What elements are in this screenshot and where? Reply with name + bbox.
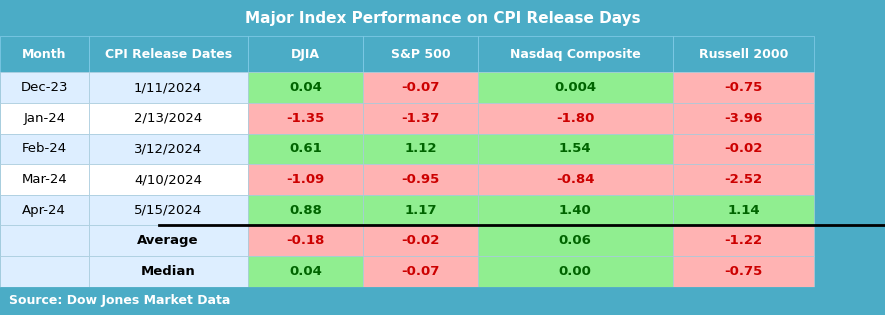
Bar bbox=[478, 256, 673, 287]
Text: -0.02: -0.02 bbox=[401, 234, 440, 247]
Text: Dec-23: Dec-23 bbox=[20, 81, 68, 94]
Bar bbox=[248, 103, 363, 134]
Text: 1.54: 1.54 bbox=[559, 142, 591, 155]
Text: -1.37: -1.37 bbox=[401, 112, 440, 125]
Bar bbox=[478, 226, 673, 256]
Bar bbox=[673, 134, 814, 164]
Bar bbox=[0, 195, 88, 226]
Text: 4/10/2024: 4/10/2024 bbox=[135, 173, 202, 186]
Bar bbox=[363, 195, 478, 226]
Text: Source: Dow Jones Market Data: Source: Dow Jones Market Data bbox=[9, 294, 230, 307]
Text: 1/11/2024: 1/11/2024 bbox=[134, 81, 203, 94]
Bar bbox=[88, 256, 248, 287]
Bar bbox=[0, 256, 88, 287]
Text: DJIA: DJIA bbox=[291, 48, 319, 61]
Text: 2/13/2024: 2/13/2024 bbox=[134, 112, 203, 125]
Text: 1.17: 1.17 bbox=[404, 204, 436, 217]
Bar bbox=[363, 36, 478, 72]
Bar bbox=[248, 226, 363, 256]
Bar bbox=[673, 72, 814, 103]
Bar bbox=[0, 103, 88, 134]
Bar bbox=[363, 103, 478, 134]
Text: -3.96: -3.96 bbox=[724, 112, 763, 125]
Bar bbox=[248, 164, 363, 195]
Bar bbox=[0, 0, 885, 36]
Bar bbox=[363, 164, 478, 195]
Text: -0.07: -0.07 bbox=[401, 81, 440, 94]
Bar bbox=[478, 164, 673, 195]
Text: Month: Month bbox=[22, 48, 66, 61]
Bar bbox=[248, 195, 363, 226]
Bar bbox=[248, 134, 363, 164]
Text: -1.09: -1.09 bbox=[286, 173, 325, 186]
Text: CPI Release Dates: CPI Release Dates bbox=[104, 48, 232, 61]
Text: 0.61: 0.61 bbox=[289, 142, 322, 155]
Bar bbox=[673, 103, 814, 134]
Text: Mar-24: Mar-24 bbox=[21, 173, 67, 186]
Bar bbox=[478, 134, 673, 164]
Bar bbox=[248, 36, 363, 72]
Bar bbox=[673, 195, 814, 226]
Text: 0.04: 0.04 bbox=[289, 265, 322, 278]
Text: 5/15/2024: 5/15/2024 bbox=[134, 204, 203, 217]
Bar bbox=[673, 256, 814, 287]
Text: Average: Average bbox=[137, 234, 199, 247]
Text: -0.84: -0.84 bbox=[556, 173, 595, 186]
Bar bbox=[88, 103, 248, 134]
Bar bbox=[0, 134, 88, 164]
Text: Apr-24: Apr-24 bbox=[22, 204, 66, 217]
Text: 0.00: 0.00 bbox=[558, 265, 592, 278]
Text: -1.80: -1.80 bbox=[556, 112, 595, 125]
Bar bbox=[88, 72, 248, 103]
Text: 0.004: 0.004 bbox=[554, 81, 596, 94]
Bar bbox=[673, 226, 814, 256]
Bar bbox=[248, 72, 363, 103]
Text: 3/12/2024: 3/12/2024 bbox=[134, 142, 203, 155]
Bar bbox=[88, 164, 248, 195]
Bar bbox=[478, 195, 673, 226]
Bar bbox=[363, 226, 478, 256]
Text: Major Index Performance on CPI Release Days: Major Index Performance on CPI Release D… bbox=[244, 11, 641, 26]
Text: 0.88: 0.88 bbox=[289, 204, 322, 217]
Bar bbox=[673, 164, 814, 195]
Text: -0.07: -0.07 bbox=[401, 265, 440, 278]
Text: -2.52: -2.52 bbox=[724, 173, 763, 186]
Bar bbox=[0, 287, 885, 315]
Text: 1.12: 1.12 bbox=[404, 142, 436, 155]
Bar bbox=[88, 195, 248, 226]
Text: -1.22: -1.22 bbox=[724, 234, 763, 247]
Text: S&P 500: S&P 500 bbox=[390, 48, 450, 61]
Text: Feb-24: Feb-24 bbox=[22, 142, 66, 155]
Bar bbox=[478, 103, 673, 134]
Bar bbox=[363, 72, 478, 103]
Bar bbox=[88, 226, 248, 256]
Text: -0.75: -0.75 bbox=[724, 265, 763, 278]
Bar bbox=[363, 256, 478, 287]
Text: Nasdaq Composite: Nasdaq Composite bbox=[510, 48, 641, 61]
Bar bbox=[363, 134, 478, 164]
Bar bbox=[0, 164, 88, 195]
Bar bbox=[0, 36, 88, 72]
Bar bbox=[88, 134, 248, 164]
Bar bbox=[248, 256, 363, 287]
Text: Median: Median bbox=[141, 265, 196, 278]
Text: Jan-24: Jan-24 bbox=[23, 112, 65, 125]
Text: 0.06: 0.06 bbox=[558, 234, 592, 247]
Text: Russell 2000: Russell 2000 bbox=[699, 48, 788, 61]
Bar bbox=[0, 72, 88, 103]
Text: -0.75: -0.75 bbox=[724, 81, 763, 94]
Bar bbox=[88, 36, 248, 72]
Text: -0.02: -0.02 bbox=[724, 142, 763, 155]
Text: 0.04: 0.04 bbox=[289, 81, 322, 94]
Text: -1.35: -1.35 bbox=[286, 112, 325, 125]
Bar bbox=[478, 72, 673, 103]
Bar bbox=[673, 36, 814, 72]
Text: 1.14: 1.14 bbox=[727, 204, 759, 217]
Bar bbox=[478, 36, 673, 72]
Bar bbox=[0, 226, 88, 256]
Text: -0.95: -0.95 bbox=[401, 173, 440, 186]
Text: 1.40: 1.40 bbox=[558, 204, 592, 217]
Text: -0.18: -0.18 bbox=[286, 234, 325, 247]
